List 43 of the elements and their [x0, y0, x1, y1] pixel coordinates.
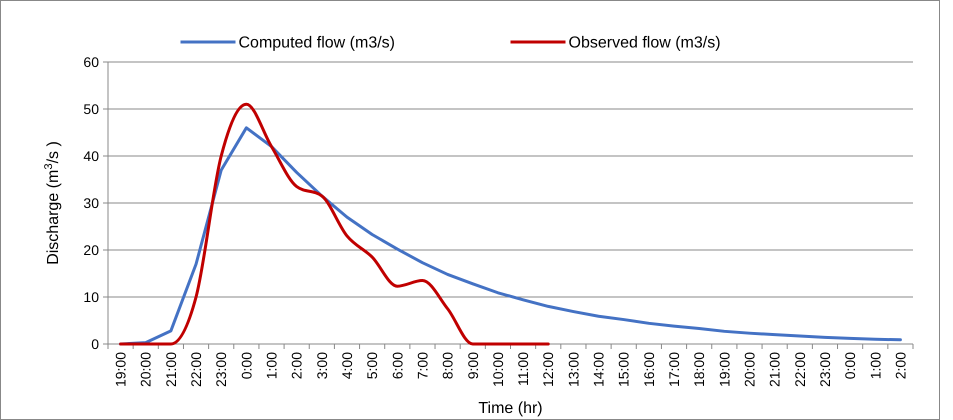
x-tick-label: 11:00 [515, 352, 532, 386]
x-tick-label: 13:00 [565, 352, 582, 388]
y-tick-label: 10 [83, 288, 100, 305]
x-tick-label: 19:00 [716, 352, 732, 388]
legend-label: Computed flow (m3/s) [238, 34, 395, 52]
y-tick-label: 60 [83, 54, 100, 70]
x-tick-label: 4:00 [338, 352, 355, 380]
x-tick-label: 20:00 [138, 352, 154, 388]
x-tick-label: 23:00 [213, 352, 230, 388]
x-tick-label: 18:00 [691, 352, 708, 388]
x-axis-title: Time (hr) [478, 400, 543, 417]
x-tick-label: 22:00 [792, 352, 808, 388]
x-tick-label: 1:00 [867, 352, 884, 380]
y-tick-label: 30 [83, 194, 100, 211]
x-tick-label: 1:00 [264, 352, 280, 380]
x-tick-label: 0:00 [238, 352, 254, 380]
x-tick-label: 9:00 [464, 352, 481, 380]
x-tick-label: 14:00 [590, 352, 607, 388]
x-tick-label: 6:00 [389, 352, 406, 380]
x-tick-label: 8:00 [440, 352, 456, 380]
x-tick-label: 0:00 [842, 352, 858, 380]
x-tick-label: 16:00 [640, 352, 657, 388]
line-series [119, 102, 550, 346]
x-tick-label: 5:00 [364, 352, 380, 380]
legend-label: Observed flow (m3/s) [568, 34, 721, 52]
x-tick-label: 21:00 [162, 352, 179, 388]
x-tick-label: 19:00 [112, 352, 129, 388]
x-tick-label: 12:00 [540, 352, 556, 388]
x-tick-label: 2:00 [892, 352, 908, 380]
x-tick-label: 20:00 [741, 352, 758, 388]
x-tick-label: 15:00 [616, 352, 632, 388]
x-tick-label: 10:00 [490, 352, 506, 388]
y-tick-label: 50 [83, 100, 100, 117]
x-tick-label: 23:00 [816, 352, 833, 388]
y-tick-label: 40 [83, 148, 100, 164]
y-tick-label: 0 [91, 336, 100, 352]
x-tick-label: 17:00 [666, 352, 682, 388]
x-tick-label: 3:00 [314, 352, 330, 380]
x-tick-label: 2:00 [288, 352, 305, 380]
y-tick-label: 20 [83, 242, 100, 258]
x-tick-label: 21:00 [766, 352, 783, 388]
x-tick-label: 22:00 [188, 352, 204, 388]
x-tick-label: 7:00 [414, 352, 430, 380]
